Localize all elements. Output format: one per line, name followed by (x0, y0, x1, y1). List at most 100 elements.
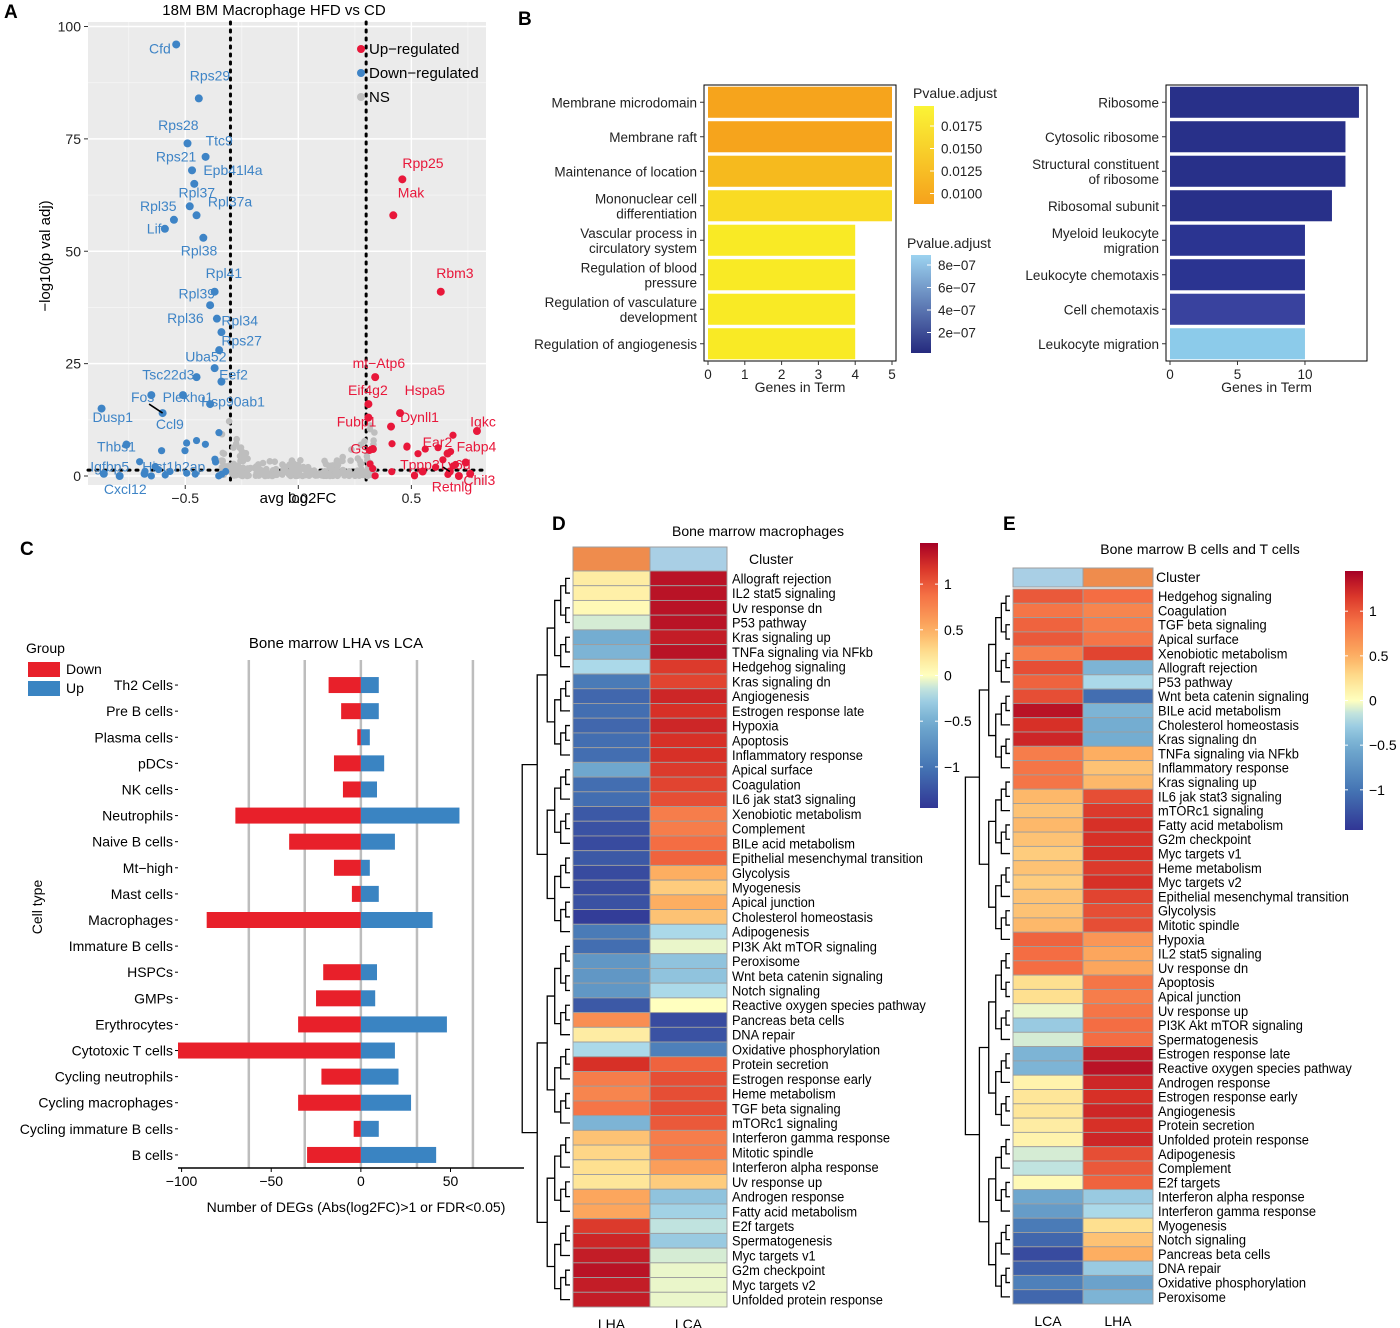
gene-label: Igkc (470, 414, 496, 430)
heatmap-cell (649, 1100, 728, 1117)
heatmap-cell (572, 894, 651, 911)
bar-plot-frame (703, 84, 897, 362)
dendrogram-branch (1005, 1053, 1010, 1069)
gene-label: Ear2 (423, 434, 453, 450)
heatmap-cell (649, 776, 728, 793)
ns-point (244, 455, 251, 462)
heatmap-cell (1082, 1003, 1154, 1019)
down-bar (357, 729, 361, 746)
volcano-title: 18M BM Macrophage HFD vs CD (162, 2, 386, 19)
heatmap-cell (572, 1041, 651, 1058)
category-label: Ribosomal subunit (1048, 199, 1159, 214)
heatmap-cell (649, 864, 728, 881)
gene-label: Hsp90ab1 (201, 393, 265, 409)
heatmap-cell (1082, 660, 1154, 676)
heatmap-cell (1012, 1046, 1084, 1062)
heatmap-cell (1012, 1003, 1084, 1019)
pathway-label: DNA repair (732, 1027, 795, 1043)
heatmap-cell (572, 1144, 651, 1161)
dendrogram-branch (1005, 695, 1010, 712)
heatmap-cell (572, 806, 651, 822)
heatmap-cell (572, 761, 651, 778)
heatmap-cell (1012, 617, 1084, 633)
up-point (388, 440, 396, 448)
x-axis-label: Genes in Term (1221, 379, 1312, 395)
gene-label: Uba52 (185, 348, 226, 364)
gene-label: Fabp4 (457, 438, 497, 454)
pathway-label: Glycolysis (1158, 903, 1216, 919)
gene-point-rps29 (194, 94, 203, 103)
pathway-label: Cholesterol homeostasis (1158, 717, 1299, 733)
heatmap-cell (1082, 1289, 1154, 1305)
ns-point (322, 460, 330, 468)
x-tick-label: 10 (1297, 367, 1312, 382)
down-point (215, 429, 223, 437)
cell-type-label: Cycling neutrophils (55, 1069, 173, 1085)
gene-label: Rbm3 (436, 265, 474, 281)
down-bar (328, 677, 361, 694)
heatmap-cell (1082, 874, 1154, 890)
legend-tick-label: 8e−07 (938, 258, 976, 273)
category-label: development (620, 310, 698, 325)
up-bar (360, 729, 370, 746)
category-label: Cytosolic ribosome (1045, 130, 1159, 145)
ns-point (228, 469, 236, 477)
dendrogram-branch (565, 680, 570, 697)
heatmap-cell (572, 982, 651, 999)
down-bar (321, 1068, 361, 1085)
heatmap-cell (1082, 1189, 1154, 1205)
cell-type-label: Mt−high (123, 860, 173, 876)
cell-type-label: HSPCs (127, 964, 173, 980)
pathway-label: Coagulation (732, 777, 801, 793)
dendrogram-branch (1005, 953, 1010, 969)
gene-point-lif (160, 224, 169, 233)
pathway-label: TGF beta signaling (1158, 617, 1267, 633)
down-point (192, 436, 201, 445)
heatmap-cell (1082, 1060, 1154, 1076)
pathway-label: Myc targets v1 (732, 1248, 816, 1264)
heatmap-cell (1012, 1217, 1084, 1233)
heatmap-cell (1012, 931, 1084, 947)
heatmap-cell (572, 938, 651, 955)
gene-label: Rpl39 (178, 285, 215, 301)
down-point (183, 439, 191, 447)
heatmap-cell (649, 835, 728, 852)
dendrogram-branch (995, 885, 1002, 930)
down-point (154, 465, 163, 474)
gene-point-rpl41 (210, 287, 219, 296)
heatmap-cell (1082, 602, 1154, 619)
pathway-label: Reactive oxygen species pathway (1158, 1061, 1352, 1077)
gene-point-fubp1 (364, 413, 373, 422)
heatmap-cell (572, 923, 651, 940)
dendrogram-branch (565, 975, 570, 992)
ns-point (271, 458, 279, 465)
heatmap-cell (1012, 1103, 1084, 1119)
gene-point-fos (147, 391, 156, 400)
dendrogram-branch (565, 813, 570, 830)
up-bar (360, 807, 460, 824)
heatmap-cell (572, 1100, 651, 1117)
heatmap-cell (572, 673, 651, 690)
legend-label: Down−regulated (369, 65, 479, 82)
ns-point (347, 457, 354, 464)
gene-label: Cfd (149, 40, 171, 56)
up-bar (360, 990, 376, 1007)
up-point (421, 445, 429, 453)
label-connector (148, 403, 164, 414)
pathway-label: Apoptosis (732, 733, 789, 749)
up-point (410, 472, 419, 480)
heatmap-cell (649, 1277, 728, 1293)
enrichment-bar-left: Membrane microdomain Membrane raft Mainten… (534, 84, 897, 395)
pathway-label: Apoptosis (1158, 975, 1215, 991)
dendrogram-branch (565, 577, 570, 594)
heatmap-cell (572, 688, 651, 704)
gene-label: Eef2 (219, 366, 248, 382)
ns-point (297, 456, 304, 464)
heatmap-cell (649, 717, 728, 734)
gene-point-ttc9 (201, 152, 210, 161)
heatmap-cell (1012, 831, 1084, 847)
ns-point (237, 471, 244, 479)
volcano-grid (88, 22, 486, 485)
pathway-label: Uv response up (732, 1174, 822, 1190)
deg-bars: Th2 Cells Pre B cells Plasma cells pDCs NK c… (20, 660, 524, 1189)
